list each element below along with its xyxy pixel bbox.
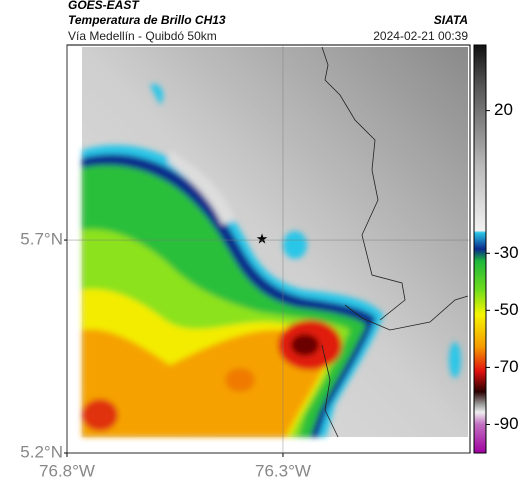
colorbar-tick-label: -90 [494,414,519,433]
y-tick-label: 5.7°N [20,230,63,249]
datetime: 2024-02-21 00:39 [373,29,468,43]
y-tick-label: 5.2°N [20,442,63,461]
colorbar [473,44,487,454]
colorbar-tick-label: -30 [494,243,519,262]
colorbar-tick-label: -50 [494,300,519,319]
subtitle: Temperatura de Brillo CH13 [68,13,226,27]
colorbar-tick-label: 20 [494,100,513,119]
colorbar-tick-label: -70 [494,357,519,376]
region: Vía Medellín - Quibdó 50km [68,29,217,43]
source: SIATA [434,13,468,27]
x-tick-label: 76.3°W [255,461,311,480]
satellite-image: ★ [82,46,469,438]
svg-text:★: ★ [256,231,269,247]
x-tick-label: 76.8°W [39,461,95,480]
title: GOES-EAST [68,0,140,12]
